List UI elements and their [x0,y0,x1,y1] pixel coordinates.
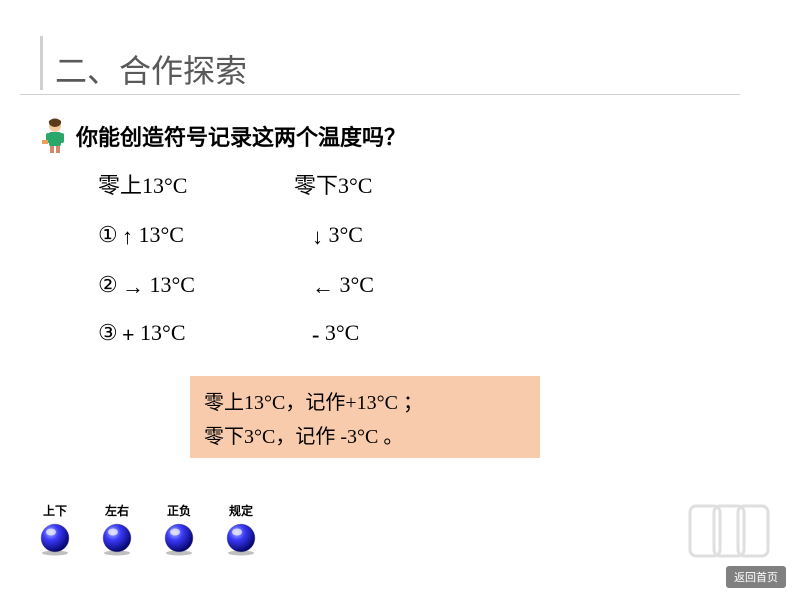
row-number-3: ③ [98,320,118,346]
up-arrow-icon: ↑ [122,224,133,250]
nav-button-convention[interactable]: 规定 [224,502,258,556]
nav-label: 左右 [105,502,129,519]
section-title: 二、合作探索 [55,46,247,92]
nav-button-group: 上下 左右 正负 规定 [38,502,258,556]
return-home-button[interactable]: 返回首页 [726,566,786,588]
sphere-button-icon [162,522,196,556]
row3-right: - 3°C [312,320,359,348]
summary-line-1: 零上13°C，记作+13°C ； [204,386,526,420]
sphere-button-icon [224,522,258,556]
nav-button-updown[interactable]: 上下 [38,502,72,556]
summary-line-2: 零下3°C，记作 -3°C 。 [204,420,526,454]
row1-right-value: 3°C [329,222,363,247]
title-accent [40,36,43,90]
row2-right: ← 3°C [312,272,374,300]
row1-left: ↑ 13°C [122,222,184,250]
sphere-button-icon [100,522,134,556]
row2-left: → 13°C [122,272,195,300]
nav-label: 规定 [229,502,253,519]
nav-button-leftright[interactable]: 左右 [100,502,134,556]
nav-label: 正负 [167,502,191,519]
minus-sign-icon: - [312,322,319,348]
teacher-icon [40,118,70,154]
title-underline [20,94,740,95]
row3-left-value: 13°C [140,320,185,345]
row-number-2: ② [98,272,118,298]
watermark-icon [684,496,774,566]
row3-left: + 13°C [122,320,186,348]
plus-sign-icon: + [122,322,135,348]
row2-left-value: 13°C [150,272,195,297]
summary-box: 零上13°C，记作+13°C ； 零下3°C，记作 -3°C 。 [190,376,540,458]
row-number-1: ① [98,222,118,248]
row1-right: ↓ 3°C [312,222,363,250]
nav-button-posneg[interactable]: 正负 [162,502,196,556]
row2-right-value: 3°C [340,272,374,297]
nav-label: 上下 [43,502,67,519]
row3-right-value: 3°C [325,320,359,345]
sphere-button-icon [38,522,72,556]
row1-left-value: 13°C [139,222,184,247]
header-below-zero: 零下3°C [294,168,372,200]
question-text: 你能创造符号记录这两个温度吗？ [76,120,406,152]
down-arrow-icon: ↓ [312,224,323,250]
question-row: 你能创造符号记录这两个温度吗？ [40,118,406,154]
left-arrow-icon: ← [312,274,334,300]
header-above-zero: 零上13°C [98,168,187,200]
right-arrow-icon: → [122,274,144,300]
